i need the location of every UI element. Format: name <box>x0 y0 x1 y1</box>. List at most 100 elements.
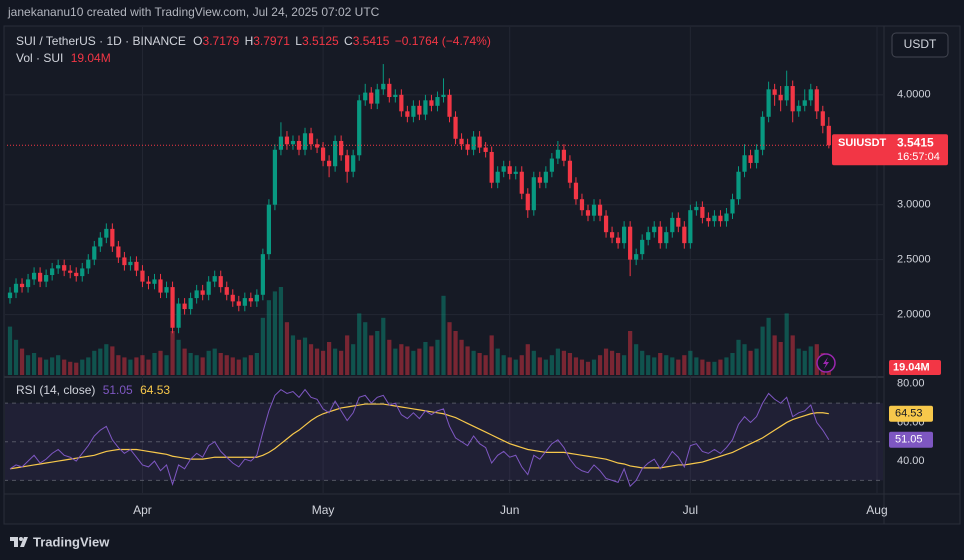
volume-bar <box>519 355 524 375</box>
candle-body <box>597 204 603 216</box>
volume-bar <box>796 348 801 375</box>
volume-bar <box>369 335 374 375</box>
candle-body <box>603 215 609 233</box>
candle-body <box>25 279 31 288</box>
candle-body <box>339 140 344 156</box>
volume-bar <box>212 348 217 375</box>
countdown: 16:57:04 <box>897 151 940 163</box>
volume-bar <box>489 335 494 375</box>
volume-bar <box>525 344 530 375</box>
ohlc-label: H <box>245 34 254 48</box>
candle-body <box>652 226 657 233</box>
volume-bar <box>471 350 476 375</box>
volume-bar <box>585 361 591 375</box>
candle-body <box>609 232 615 238</box>
candle-body <box>483 147 488 152</box>
volume-bar <box>664 355 669 375</box>
volume-bar <box>13 339 19 375</box>
volume-bar <box>200 357 205 375</box>
volume-bar <box>495 348 500 375</box>
candle-body <box>164 287 169 293</box>
candle-body <box>694 206 699 211</box>
candle-body <box>622 226 627 244</box>
volume-bar <box>423 342 428 375</box>
currency-label[interactable]: USDT <box>904 37 937 51</box>
volume-bar <box>640 350 645 375</box>
volume-bar <box>110 346 115 375</box>
rsi-pane <box>5 388 883 488</box>
volume-bar <box>194 355 199 375</box>
volume-bar <box>628 331 633 375</box>
close-value: 3.5415 <box>353 34 390 48</box>
rsi-ma-line <box>9 403 829 470</box>
volume-bar <box>339 350 344 375</box>
candle-body <box>543 171 548 183</box>
candle-body <box>242 298 247 306</box>
candle-body <box>182 303 187 310</box>
candle-body <box>212 276 217 282</box>
ohlc-label: O <box>193 34 202 48</box>
candle-body <box>615 237 621 244</box>
x-tick-label: Aug <box>866 503 887 517</box>
candle-body <box>44 275 49 282</box>
candle-body <box>128 261 133 266</box>
volume-bar <box>399 344 404 375</box>
volume-bar <box>146 359 151 375</box>
volume-bar <box>375 331 380 375</box>
candle-body <box>363 92 368 101</box>
candle-body <box>628 226 633 260</box>
volume-bar <box>802 350 807 375</box>
volume-bar <box>7 326 13 375</box>
volume-bar <box>790 335 795 375</box>
volume-bar <box>730 353 735 375</box>
rsi-line <box>9 388 830 488</box>
currency-button[interactable] <box>891 32 949 58</box>
volume-bar <box>465 346 470 375</box>
candle-body <box>748 155 753 163</box>
y-tick-label: 4.0000 <box>897 89 931 101</box>
candle-body <box>682 226 687 244</box>
candle-body <box>784 86 789 101</box>
candle-body <box>796 105 801 112</box>
candle-body <box>266 204 271 255</box>
candle-body <box>333 140 338 167</box>
candle-body <box>459 138 464 145</box>
candle-body <box>92 246 97 260</box>
y-tick-label: 3.0000 <box>897 199 931 211</box>
rsi-ma-tag-value: 64.53 <box>895 408 923 420</box>
volume-bar <box>224 355 229 375</box>
candle-body <box>308 133 314 145</box>
candle-body <box>351 155 356 172</box>
volume-bar <box>302 337 308 375</box>
candle-body <box>260 254 265 295</box>
candle-body <box>357 100 362 156</box>
candle-body <box>62 265 67 271</box>
volume-bar <box>748 350 753 375</box>
volume-bar <box>501 355 506 375</box>
candle-body <box>375 89 380 104</box>
volume-bar <box>393 348 398 375</box>
candle-body <box>104 228 109 238</box>
candle-body <box>670 217 675 233</box>
volume-bar <box>754 348 759 375</box>
candle-body <box>158 279 163 293</box>
volume-bar <box>459 339 464 375</box>
candle-body <box>224 287 229 295</box>
volume-bar <box>68 361 73 375</box>
candle-body <box>513 171 518 174</box>
volume-bar <box>92 350 97 375</box>
candle-body <box>37 272 43 282</box>
candle-body <box>760 116 765 150</box>
candle-body <box>700 206 705 218</box>
candle-body <box>98 237 103 247</box>
volume-bar <box>266 300 271 375</box>
price-tag-value: 3.5415 <box>897 135 934 149</box>
volume-bar <box>363 322 368 375</box>
volume-tag <box>889 360 941 375</box>
x-tick-label: Apr <box>133 503 152 517</box>
volume-bar <box>609 350 615 375</box>
candle-body <box>573 182 579 200</box>
volume-bar <box>513 359 518 375</box>
open-value: 3.7179 <box>203 34 240 48</box>
